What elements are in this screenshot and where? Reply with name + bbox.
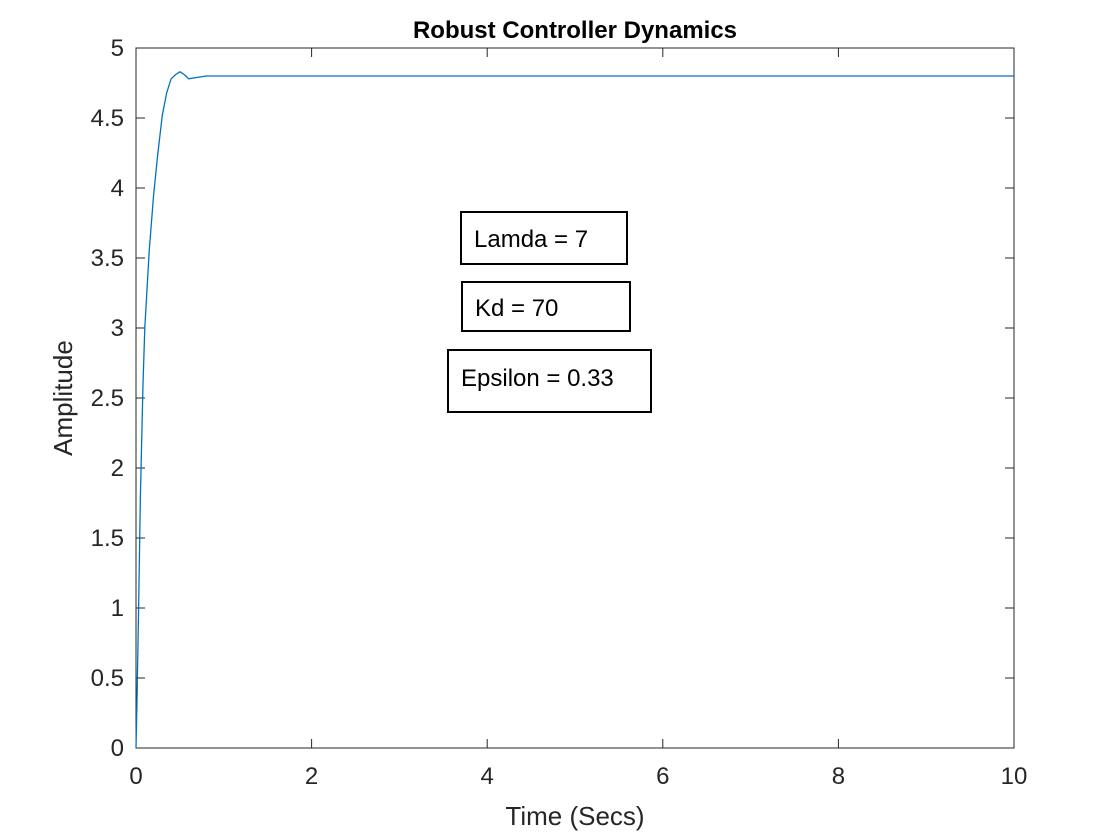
- annotation-text: Kd = 70: [475, 295, 558, 322]
- x-tick-label: 6: [656, 763, 669, 790]
- x-tick-label: 10: [1001, 763, 1028, 790]
- annotation-kd: Kd = 70: [461, 281, 631, 332]
- annotation-boxes: Lamda = 7 Kd = 70 Epsilon = 0.33: [447, 211, 652, 413]
- x-tick-label: 8: [832, 763, 845, 790]
- annotation-box: [447, 349, 652, 413]
- y-tick-label: 3.5: [91, 245, 124, 272]
- annotation-text: Epsilon = 0.33: [461, 365, 614, 392]
- annotation-box: [460, 211, 628, 265]
- x-axis-label: Time (Secs): [505, 801, 644, 831]
- y-tick-label: 1: [111, 595, 124, 622]
- y-tick-label: 5: [111, 35, 124, 62]
- y-axis-label: Amplitude: [48, 340, 78, 456]
- annotation-lamda: Lamda = 7: [460, 211, 628, 265]
- annotation-box: [461, 281, 631, 332]
- y-tick-label: 1.5: [91, 525, 124, 552]
- y-tick-label: 2: [111, 455, 124, 482]
- y-tick-label: 0: [111, 735, 124, 762]
- annotation-text: Lamda = 7: [474, 226, 588, 253]
- x-axis-ticks: 0 2 4 6 8 10: [129, 48, 1027, 790]
- y-tick-label: 4: [111, 175, 124, 202]
- y-axis-ticks: 0 0.5 1 1.5 2 2.5 3 3.5 4 4.5 5: [91, 35, 1014, 762]
- series-line: [135, 71, 1014, 749]
- chart-title: Robust Controller Dynamics: [413, 17, 737, 44]
- x-tick-label: 4: [481, 763, 494, 790]
- plot-area: 0 2 4 6 8 10 0 0.5 1 1.5 2 2.5 3 3.5 4 4.5 5: [91, 35, 1028, 790]
- y-tick-label: 4.5: [91, 105, 124, 132]
- y-tick-label: 2.5: [91, 385, 124, 412]
- x-tick-label: 0: [129, 763, 142, 790]
- annotation-epsilon: Epsilon = 0.33: [447, 349, 652, 413]
- y-tick-label: 0.5: [91, 665, 124, 692]
- x-tick-label: 2: [305, 763, 318, 790]
- y-tick-label: 3: [111, 315, 124, 342]
